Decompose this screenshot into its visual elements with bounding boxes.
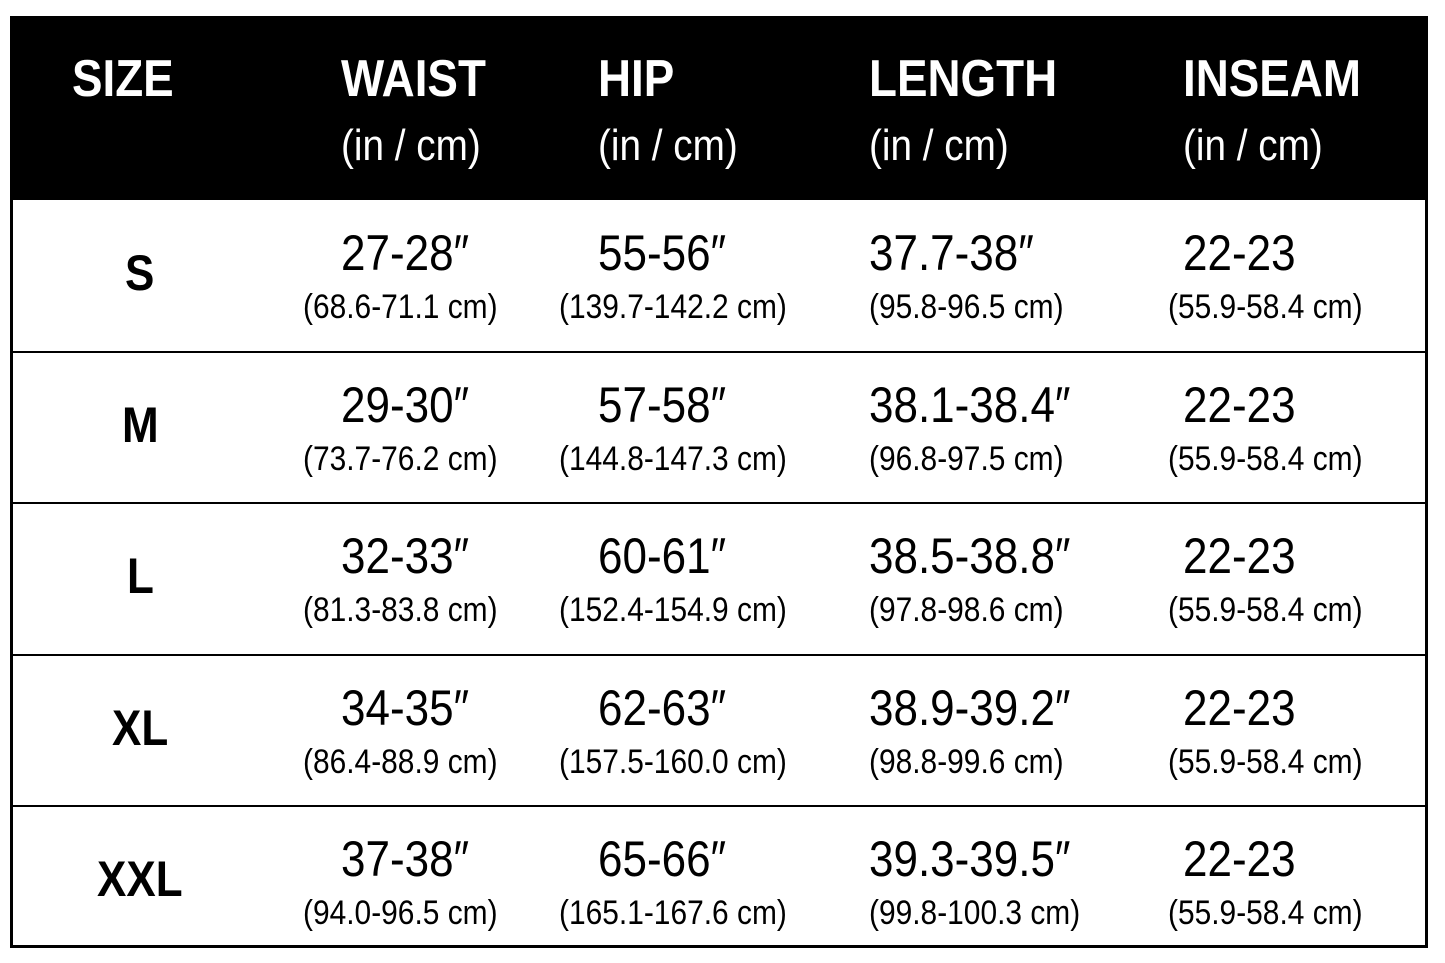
row-divider bbox=[13, 805, 1425, 807]
cm-value: (55.9-58.4 cm) bbox=[1168, 894, 1363, 932]
cm-value: (152.4-154.9 cm) bbox=[559, 591, 787, 629]
inch-value: 65-66″ bbox=[598, 831, 727, 887]
cm-value: (55.9-58.4 cm) bbox=[1168, 288, 1363, 326]
size-label: L bbox=[126, 548, 154, 604]
row-divider bbox=[13, 502, 1425, 504]
cm-value: (86.4-88.9 cm) bbox=[303, 742, 498, 781]
header-unit: (in / cm) bbox=[598, 121, 738, 170]
size-table: SIZE WAIST (in / cm) HIP (in / cm) LENGTH (in … bbox=[10, 16, 1428, 948]
inch-value: 32-33″ bbox=[341, 528, 470, 584]
cm-value: (68.6-71.1 cm) bbox=[303, 288, 498, 326]
inch-value: 57-58″ bbox=[598, 376, 727, 433]
inch-value: 22-23 bbox=[1183, 528, 1296, 584]
cm-value: (55.9-58.4 cm) bbox=[1168, 439, 1363, 478]
row-divider bbox=[13, 350, 1425, 353]
cm-value: (55.9-58.4 cm) bbox=[1168, 742, 1363, 781]
size-label: XXL bbox=[97, 851, 183, 907]
inch-value: 39.3-39.5″ bbox=[869, 831, 1071, 887]
cm-value: (95.8-96.5 cm) bbox=[869, 288, 1064, 326]
cm-value: (94.0-96.5 cm) bbox=[303, 894, 498, 932]
inch-value: 62-63″ bbox=[598, 679, 727, 736]
table-header bbox=[13, 19, 1425, 200]
inch-value: 60-61″ bbox=[598, 528, 727, 584]
header-title: WAIST bbox=[341, 50, 486, 108]
header-unit: (in / cm) bbox=[1183, 121, 1323, 170]
inch-value: 37.7-38″ bbox=[869, 225, 1034, 281]
header-title: HIP bbox=[598, 50, 675, 108]
inch-value: 22-23 bbox=[1183, 831, 1296, 887]
header-title: LENGTH bbox=[869, 50, 1058, 108]
size-label: S bbox=[125, 245, 155, 301]
cm-value: (96.8-97.5 cm) bbox=[869, 439, 1064, 478]
header-unit: (in / cm) bbox=[341, 121, 481, 170]
cm-value: (99.8-100.3 cm) bbox=[869, 894, 1081, 932]
header-title: INSEAM bbox=[1183, 50, 1361, 108]
cm-value: (98.8-99.6 cm) bbox=[869, 742, 1064, 781]
cm-value: (81.3-83.8 cm) bbox=[303, 591, 498, 629]
cm-value: (144.8-147.3 cm) bbox=[559, 439, 787, 478]
inch-value: 38.1-38.4″ bbox=[869, 376, 1071, 433]
inch-value: 34-35″ bbox=[341, 679, 470, 736]
header-unit: (in / cm) bbox=[869, 121, 1009, 170]
inch-value: 29-30″ bbox=[341, 376, 470, 433]
inch-value: 37-38″ bbox=[341, 831, 470, 887]
cm-value: (157.5-160.0 cm) bbox=[559, 742, 787, 781]
inch-value: 38.5-38.8″ bbox=[869, 528, 1071, 584]
inch-value: 55-56″ bbox=[598, 225, 727, 281]
size-label: XL bbox=[111, 699, 169, 756]
inch-value: 22-23 bbox=[1183, 679, 1296, 736]
cm-value: (55.9-58.4 cm) bbox=[1168, 591, 1363, 629]
inch-value: 22-23 bbox=[1183, 225, 1296, 281]
row-divider bbox=[13, 653, 1425, 656]
header-title: SIZE bbox=[72, 50, 174, 108]
inch-value: 38.9-39.2″ bbox=[869, 679, 1071, 736]
inch-value: 27-28″ bbox=[341, 225, 470, 281]
cm-value: (165.1-167.6 cm) bbox=[559, 894, 787, 932]
cm-value: (97.8-98.6 cm) bbox=[869, 591, 1064, 629]
cm-value: (73.7-76.2 cm) bbox=[303, 439, 498, 478]
cm-value: (139.7-142.2 cm) bbox=[559, 288, 787, 326]
size-label: M bbox=[121, 396, 159, 453]
inch-value: 22-23 bbox=[1183, 376, 1296, 433]
